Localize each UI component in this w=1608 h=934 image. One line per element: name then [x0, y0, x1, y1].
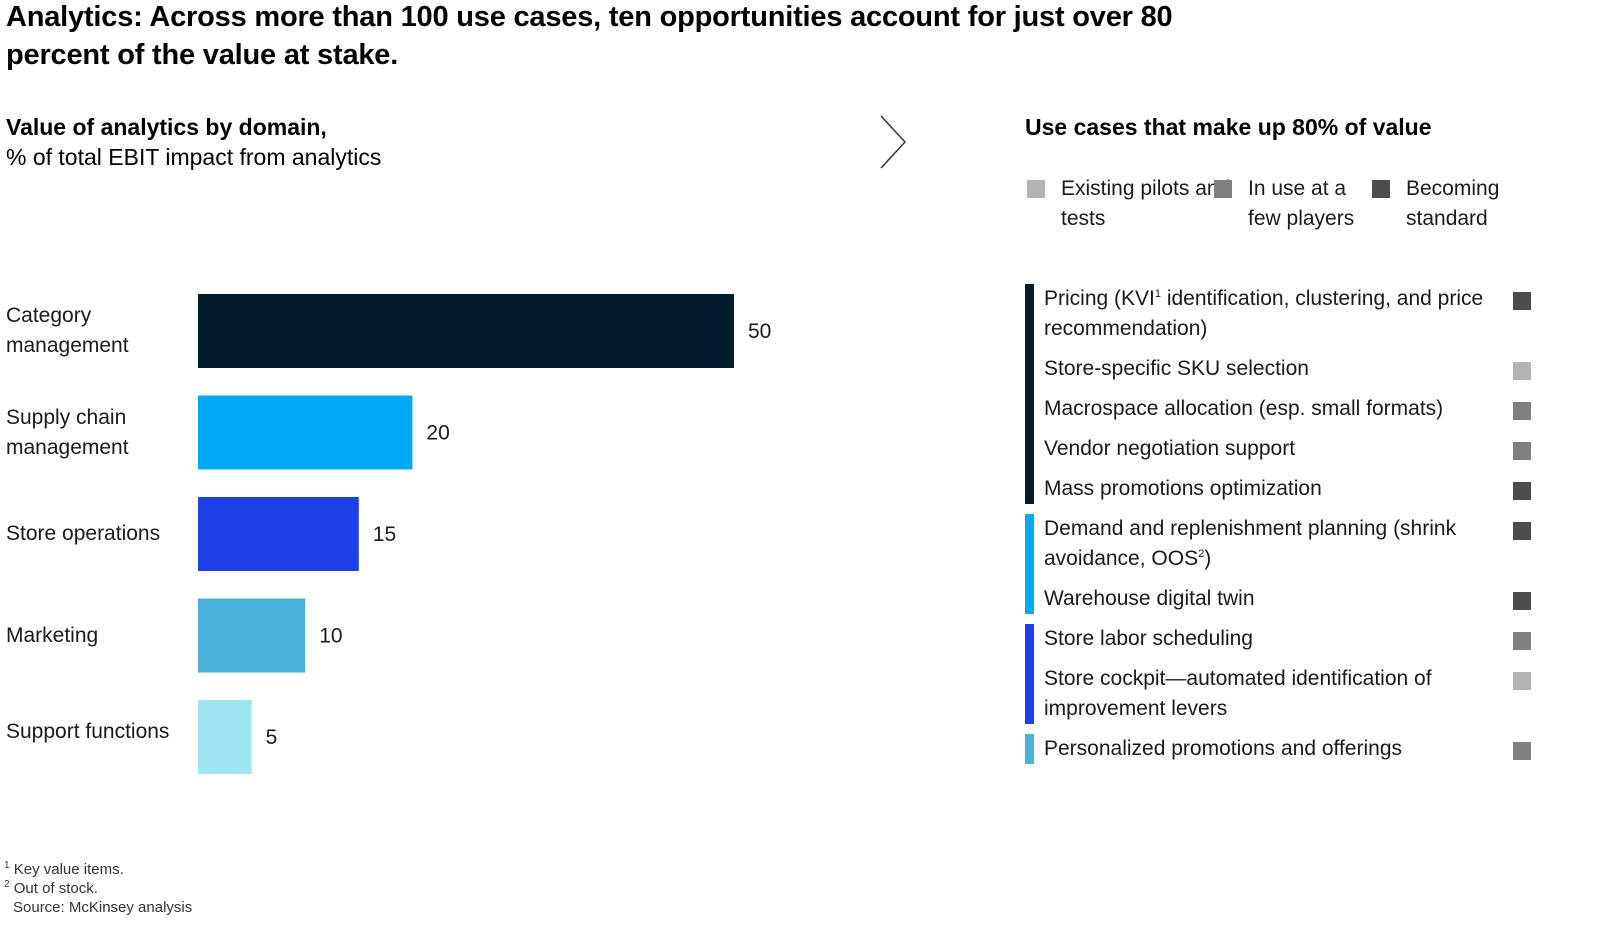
domain-color-bar: [1025, 284, 1034, 504]
domain-color-bar: [1025, 624, 1034, 724]
use-case-item: Vendor negotiation support: [1025, 434, 1531, 464]
use-case-item: Mass promotions optimization: [1025, 474, 1531, 504]
legend-label: Becoming standard: [1406, 177, 1500, 230]
legend-label: In use at a few players: [1248, 177, 1355, 230]
use-case-list: Pricing (KVI1 identification, clustering…: [1025, 284, 1545, 764]
category-label: Category management: [6, 304, 129, 357]
source-note: Source: McKinsey analysis: [13, 899, 193, 916]
chart-title: Analytics: Across more than 100 use case…: [6, 1, 1173, 71]
footnotes: 1 Key value items. 2 Out of stock. Sourc…: [4, 860, 192, 917]
status-square: [1513, 742, 1531, 760]
category-label: Marketing: [6, 623, 99, 647]
use-case-group: Pricing (KVI1 identification, clustering…: [1025, 284, 1545, 504]
bar-value-label: 50: [748, 320, 771, 343]
use-case-item: Personalized promotions and offerings: [1025, 734, 1531, 764]
bar-value-label: 5: [266, 726, 278, 749]
domain-color-bar: [1025, 514, 1034, 614]
status-square: [1513, 672, 1531, 690]
left-header-subtitle: % of total EBIT impact from analytics: [6, 144, 382, 170]
chevron-right-icon: [880, 115, 907, 169]
left-header-title: Value of analytics by domain,: [6, 114, 327, 140]
use-case-item: Store labor scheduling: [1025, 624, 1531, 654]
footnote-2-text: Out of stock.: [13, 880, 98, 897]
status-square: [1513, 442, 1531, 460]
bar-category-management: [198, 294, 734, 368]
bar-store-operations: [198, 497, 359, 571]
footnote-2: 2 Out of stock.: [4, 879, 192, 898]
footnote-1-mark: 1: [4, 860, 10, 871]
domain-color-bar: [1025, 734, 1034, 764]
legend-swatch: [1372, 180, 1390, 198]
use-case-item: Store-specific SKU selection: [1025, 354, 1531, 384]
footnote-ref: 1: [1154, 288, 1161, 300]
category-label: Support functions: [6, 720, 170, 743]
category-label: Store operations: [6, 522, 161, 545]
bar-chart: 50 20 15 10 5: [198, 294, 771, 774]
legend-label: Existing pilots and tests: [1061, 177, 1231, 230]
footnote-2-mark: 2: [4, 879, 10, 890]
bar-value-label: 10: [319, 625, 342, 648]
right-header: Use cases that make up 80% of value: [1025, 114, 1432, 140]
bar-marketing: [198, 598, 306, 673]
use-case-item: Warehouse digital twin: [1025, 584, 1531, 614]
status-square: [1513, 292, 1531, 310]
status-square: [1513, 402, 1531, 420]
status-square: [1513, 632, 1531, 650]
footnote-1: 1 Key value items.: [4, 860, 192, 879]
status-square: [1513, 362, 1531, 380]
bar-supply-chain-management: [198, 395, 413, 470]
bar-value-label: 15: [373, 523, 396, 546]
use-case-group: Demand and replenishment planning (shrin…: [1025, 514, 1545, 614]
legend-swatch: [1214, 180, 1232, 198]
status-square: [1513, 522, 1531, 540]
status-square: [1513, 482, 1531, 500]
use-case-item: Store cockpit—automated identification o…: [1025, 664, 1531, 724]
bar-value-label: 20: [426, 422, 449, 445]
use-case-item: Demand and replenishment planning (shrin…: [1025, 514, 1531, 574]
bar-support-functions: [198, 700, 252, 774]
status-square: [1513, 592, 1531, 610]
use-case-group: Personalized promotions and offerings: [1025, 734, 1545, 764]
footnote-ref: 2: [1198, 548, 1205, 560]
footnote-1-text: Key value items.: [13, 861, 124, 878]
category-label: Supply chain management: [6, 405, 129, 459]
use-case-item: Pricing (KVI1 identification, clustering…: [1025, 284, 1531, 344]
left-header: Value of analytics by domain, % of total…: [6, 112, 381, 172]
use-case-group: Store labor scheduling Store cockpit—auto…: [1025, 624, 1545, 724]
legend-swatch: [1027, 180, 1045, 198]
use-case-item: Macrospace allocation (esp. small format…: [1025, 394, 1531, 424]
